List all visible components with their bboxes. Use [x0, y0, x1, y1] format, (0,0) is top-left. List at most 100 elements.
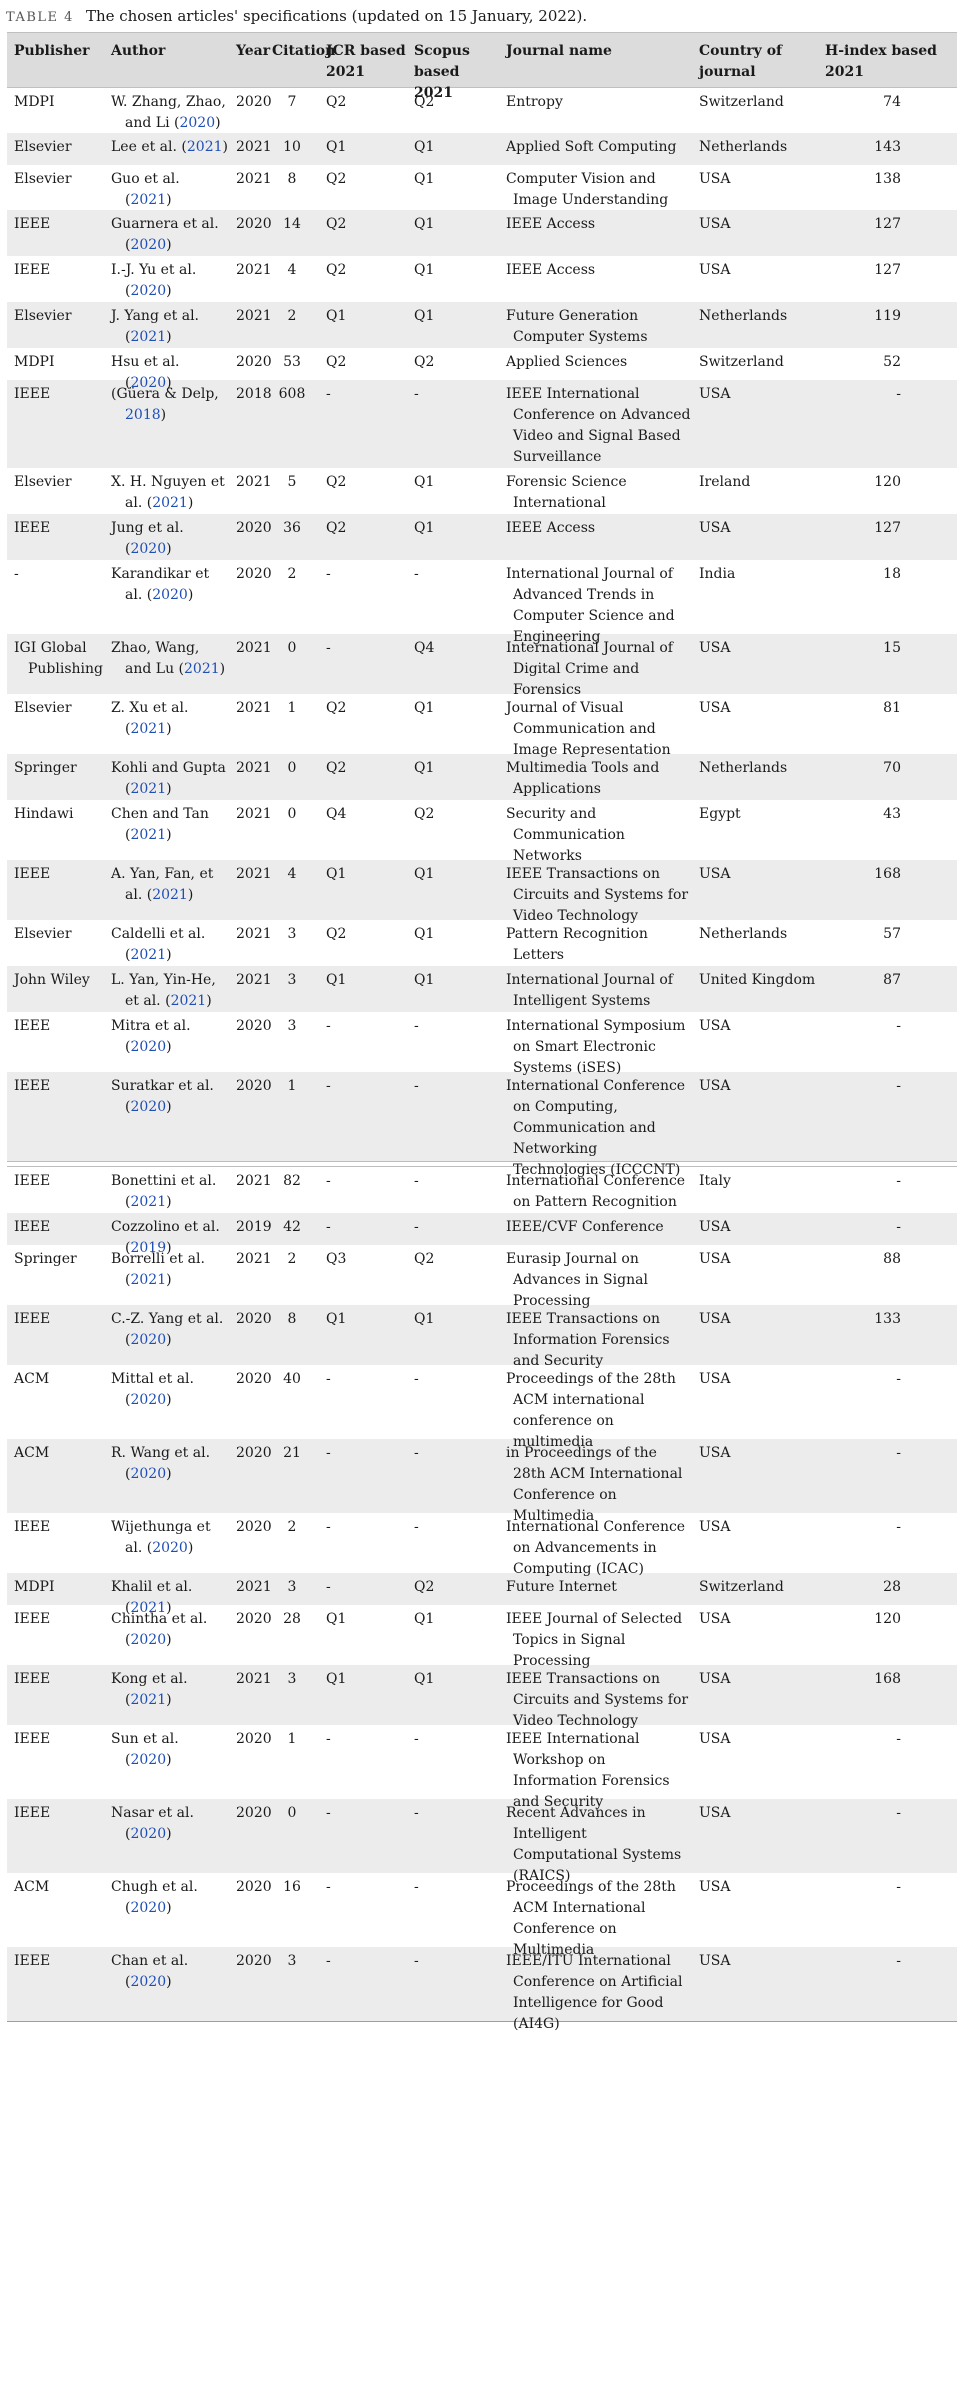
citation-year-link[interactable]: 2020 [130, 375, 167, 391]
citation-year-link[interactable]: 2020 [130, 1039, 167, 1055]
jcr-cell: - [326, 1879, 331, 1895]
citation-year-link[interactable]: 2020 [130, 1466, 167, 1482]
citation-year-link[interactable]: 2021 [184, 661, 220, 677]
author-close: ) [166, 1240, 172, 1256]
author-close: ) [166, 721, 172, 737]
publisher-cell: IEEE [14, 262, 51, 278]
scopus-cell: - [414, 1018, 419, 1034]
year-cell: 2020 [236, 1519, 272, 1535]
citation-cell: 40 [283, 1371, 301, 1387]
journal-cell: Eurasip Journal on Advances in Signal Pr… [506, 1251, 648, 1309]
year-cell: 2020 [236, 216, 272, 232]
citation-year-link[interactable]: 2020 [130, 237, 167, 253]
citation-year-link[interactable]: 2021 [130, 827, 167, 843]
citation-year-link[interactable]: 2020 [130, 1974, 167, 1990]
citation-year-link[interactable]: 2021 [130, 192, 167, 208]
citation-year-link[interactable]: 2021 [130, 329, 167, 345]
citation-year-link[interactable]: 2021 [130, 947, 167, 963]
citation-year-link[interactable]: 2020 [130, 283, 167, 299]
table-row: Elsevier Caldelli et al. (2021) 2021 3 Q2 Q1 P… [7, 920, 957, 966]
hindex-cell: 127 [874, 262, 901, 278]
citation-year-link[interactable]: 2021 [130, 781, 167, 797]
country-cell: USA [699, 1519, 731, 1535]
header-journal: Journal name [506, 43, 612, 59]
country-cell: USA [699, 386, 731, 402]
journal-cell: Proceedings of the 28th ACM internationa… [506, 1371, 676, 1450]
table-row: Elsevier Z. Xu et al. (2021) 2021 1 Q2 Q1 Jour… [7, 694, 957, 758]
citation-cell: 8 [287, 171, 297, 187]
citation-cell: 0 [287, 640, 297, 656]
scopus-cell: Q1 [414, 216, 435, 232]
author-text: Caldelli et al. ( [111, 926, 206, 963]
publisher-cell: IEEE [14, 1611, 51, 1627]
table-row: IEEE Jung et al. (2020) 2020 36 Q2 Q1 IEEE Acc… [7, 514, 957, 560]
year-cell: 2021 [236, 139, 272, 155]
author-text: C.-Z. Yang et al. ( [111, 1311, 224, 1348]
citation-year-link[interactable]: 2021 [130, 1600, 167, 1616]
publisher-cell: IEEE [14, 386, 51, 402]
jcr-cell: Q2 [326, 94, 347, 110]
scopus-cell: - [414, 1445, 419, 1461]
citation-year-link[interactable]: 2021 [152, 495, 188, 511]
citation-cell: 14 [283, 216, 301, 232]
publisher-cell: IEEE [14, 1311, 51, 1327]
author-text: X. H. Nguyen et al. ( [111, 474, 225, 511]
jcr-cell: Q1 [326, 866, 347, 882]
citation-year-link[interactable]: 2020 [152, 587, 188, 603]
journal-cell: IEEE Journal of Selected Topics in Signa… [506, 1611, 683, 1669]
author-close: ) [187, 587, 194, 603]
citation-cell: 1 [287, 700, 297, 716]
author-cell: Sun et al. (2020) [104, 1729, 229, 1799]
citation-cell: 0 [287, 1805, 297, 1821]
scopus-cell: Q1 [414, 171, 435, 187]
author-text: Chen and Tan ( [111, 806, 209, 843]
hindex-cell: - [896, 1078, 901, 1094]
citation-year-link[interactable]: 2020 [130, 541, 167, 557]
author-close: ) [166, 1466, 172, 1482]
table-row: Elsevier J. Yang et al. (2021) 2021 2 Q1 Q1 Fu… [7, 302, 957, 348]
author-text: I.-J. Yu et al. ( [111, 262, 197, 299]
author-cell: W. Zhang, Zhao, and Li (2020) [104, 92, 229, 133]
scopus-cell: Q1 [414, 1311, 435, 1327]
year-cell: 2021 [236, 1251, 272, 1267]
year-cell: 2020 [236, 1805, 272, 1821]
citation-year-link[interactable]: 2021 [130, 1194, 167, 1210]
citation-year-link[interactable]: 2019 [130, 1240, 167, 1256]
country-cell: Netherlands [699, 139, 788, 155]
journal-cell: Recent Advances in Intelligent Computati… [506, 1805, 682, 1884]
articles-table: Publisher Author Year Citation JCR based… [7, 32, 957, 2032]
citation-year-link[interactable]: 2021 [186, 139, 223, 155]
author-cell: Caldelli et al. (2021) [104, 924, 229, 966]
scopus-cell: - [414, 1219, 419, 1235]
year-cell: 2020 [236, 1018, 272, 1034]
citation-year-link[interactable]: 2021 [170, 993, 207, 1009]
citation-year-link[interactable]: 2021 [130, 1692, 167, 1708]
country-cell: Switzerland [699, 94, 784, 110]
author-close: ) [206, 993, 212, 1009]
citation-year-link[interactable]: 2021 [130, 721, 167, 737]
author-close: ) [166, 375, 172, 391]
journal-cell: IEEE Transactions on Circuits and System… [506, 866, 689, 924]
citation-year-link[interactable]: 2020 [130, 1752, 167, 1768]
citation-year-link[interactable]: 2020 [152, 1540, 188, 1556]
citation-year-link[interactable]: 2020 [130, 1900, 167, 1916]
citation-year-link[interactable]: 2018 [125, 407, 161, 423]
year-cell: 2021 [236, 262, 272, 278]
table-row: Elsevier Lee et al. (2021) 2021 10 Q1 Q1 Appli… [7, 133, 957, 165]
citation-year-link[interactable]: 2020 [130, 1099, 167, 1115]
citation-year-link[interactable]: 2020 [130, 1392, 167, 1408]
hindex-cell: 120 [874, 474, 901, 490]
citation-year-link[interactable]: 2020 [179, 115, 216, 131]
citation-year-link[interactable]: 2020 [130, 1632, 167, 1648]
author-cell: Mitra et al. (2020) [104, 1016, 229, 1072]
citation-year-link[interactable]: 2021 [130, 1272, 167, 1288]
citation-year-link[interactable]: 2021 [152, 887, 188, 903]
scopus-cell: - [414, 566, 419, 582]
citation-year-link[interactable]: 2020 [130, 1332, 167, 1348]
journal-cell: Multimedia Tools and Applications [506, 760, 660, 797]
country-cell: USA [699, 1078, 731, 1094]
year-cell: 2021 [236, 972, 272, 988]
citation-cell: 608 [278, 386, 306, 402]
table-row: IGI Global Publishing Zhao, Wang, and Lu … [7, 634, 957, 698]
citation-year-link[interactable]: 2020 [130, 1826, 167, 1842]
